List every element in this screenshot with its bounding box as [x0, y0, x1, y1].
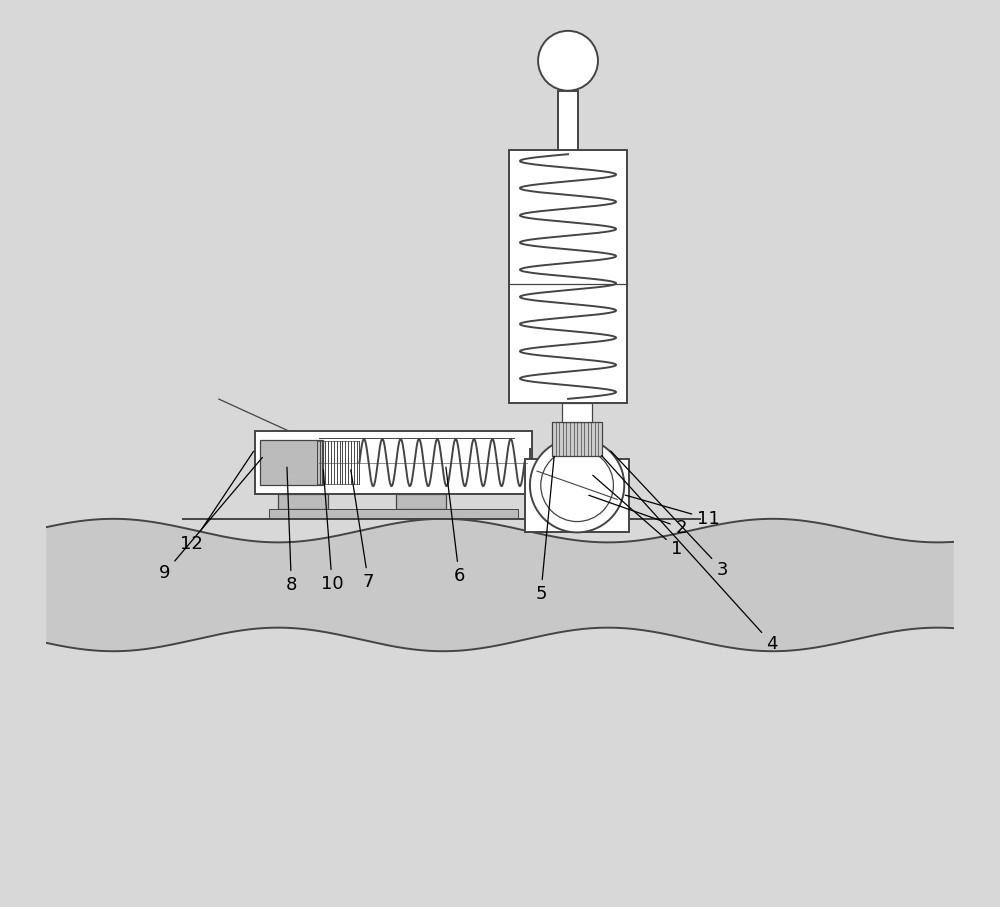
Circle shape — [530, 438, 624, 532]
Bar — [552, 422, 602, 456]
Text: 11: 11 — [625, 495, 720, 528]
Bar — [278, 494, 328, 509]
Text: 10: 10 — [321, 470, 344, 593]
Text: 9: 9 — [159, 457, 262, 582]
Text: 7: 7 — [351, 470, 374, 591]
Text: 12: 12 — [180, 452, 254, 553]
Bar — [525, 459, 629, 532]
Circle shape — [538, 31, 598, 91]
Bar — [255, 431, 532, 494]
Bar — [509, 150, 627, 404]
Bar — [562, 404, 592, 422]
Bar — [269, 509, 518, 518]
Bar — [396, 494, 446, 509]
Text: 6: 6 — [446, 467, 465, 585]
Text: 3: 3 — [611, 451, 728, 579]
Polygon shape — [46, 519, 954, 651]
Text: 8: 8 — [286, 467, 297, 594]
Text: 4: 4 — [602, 455, 778, 653]
Bar — [530, 449, 532, 476]
Text: 1: 1 — [593, 475, 683, 558]
Bar — [558, 91, 578, 150]
Text: 5: 5 — [535, 456, 554, 603]
Text: 2: 2 — [589, 495, 687, 537]
Bar — [260, 440, 323, 485]
